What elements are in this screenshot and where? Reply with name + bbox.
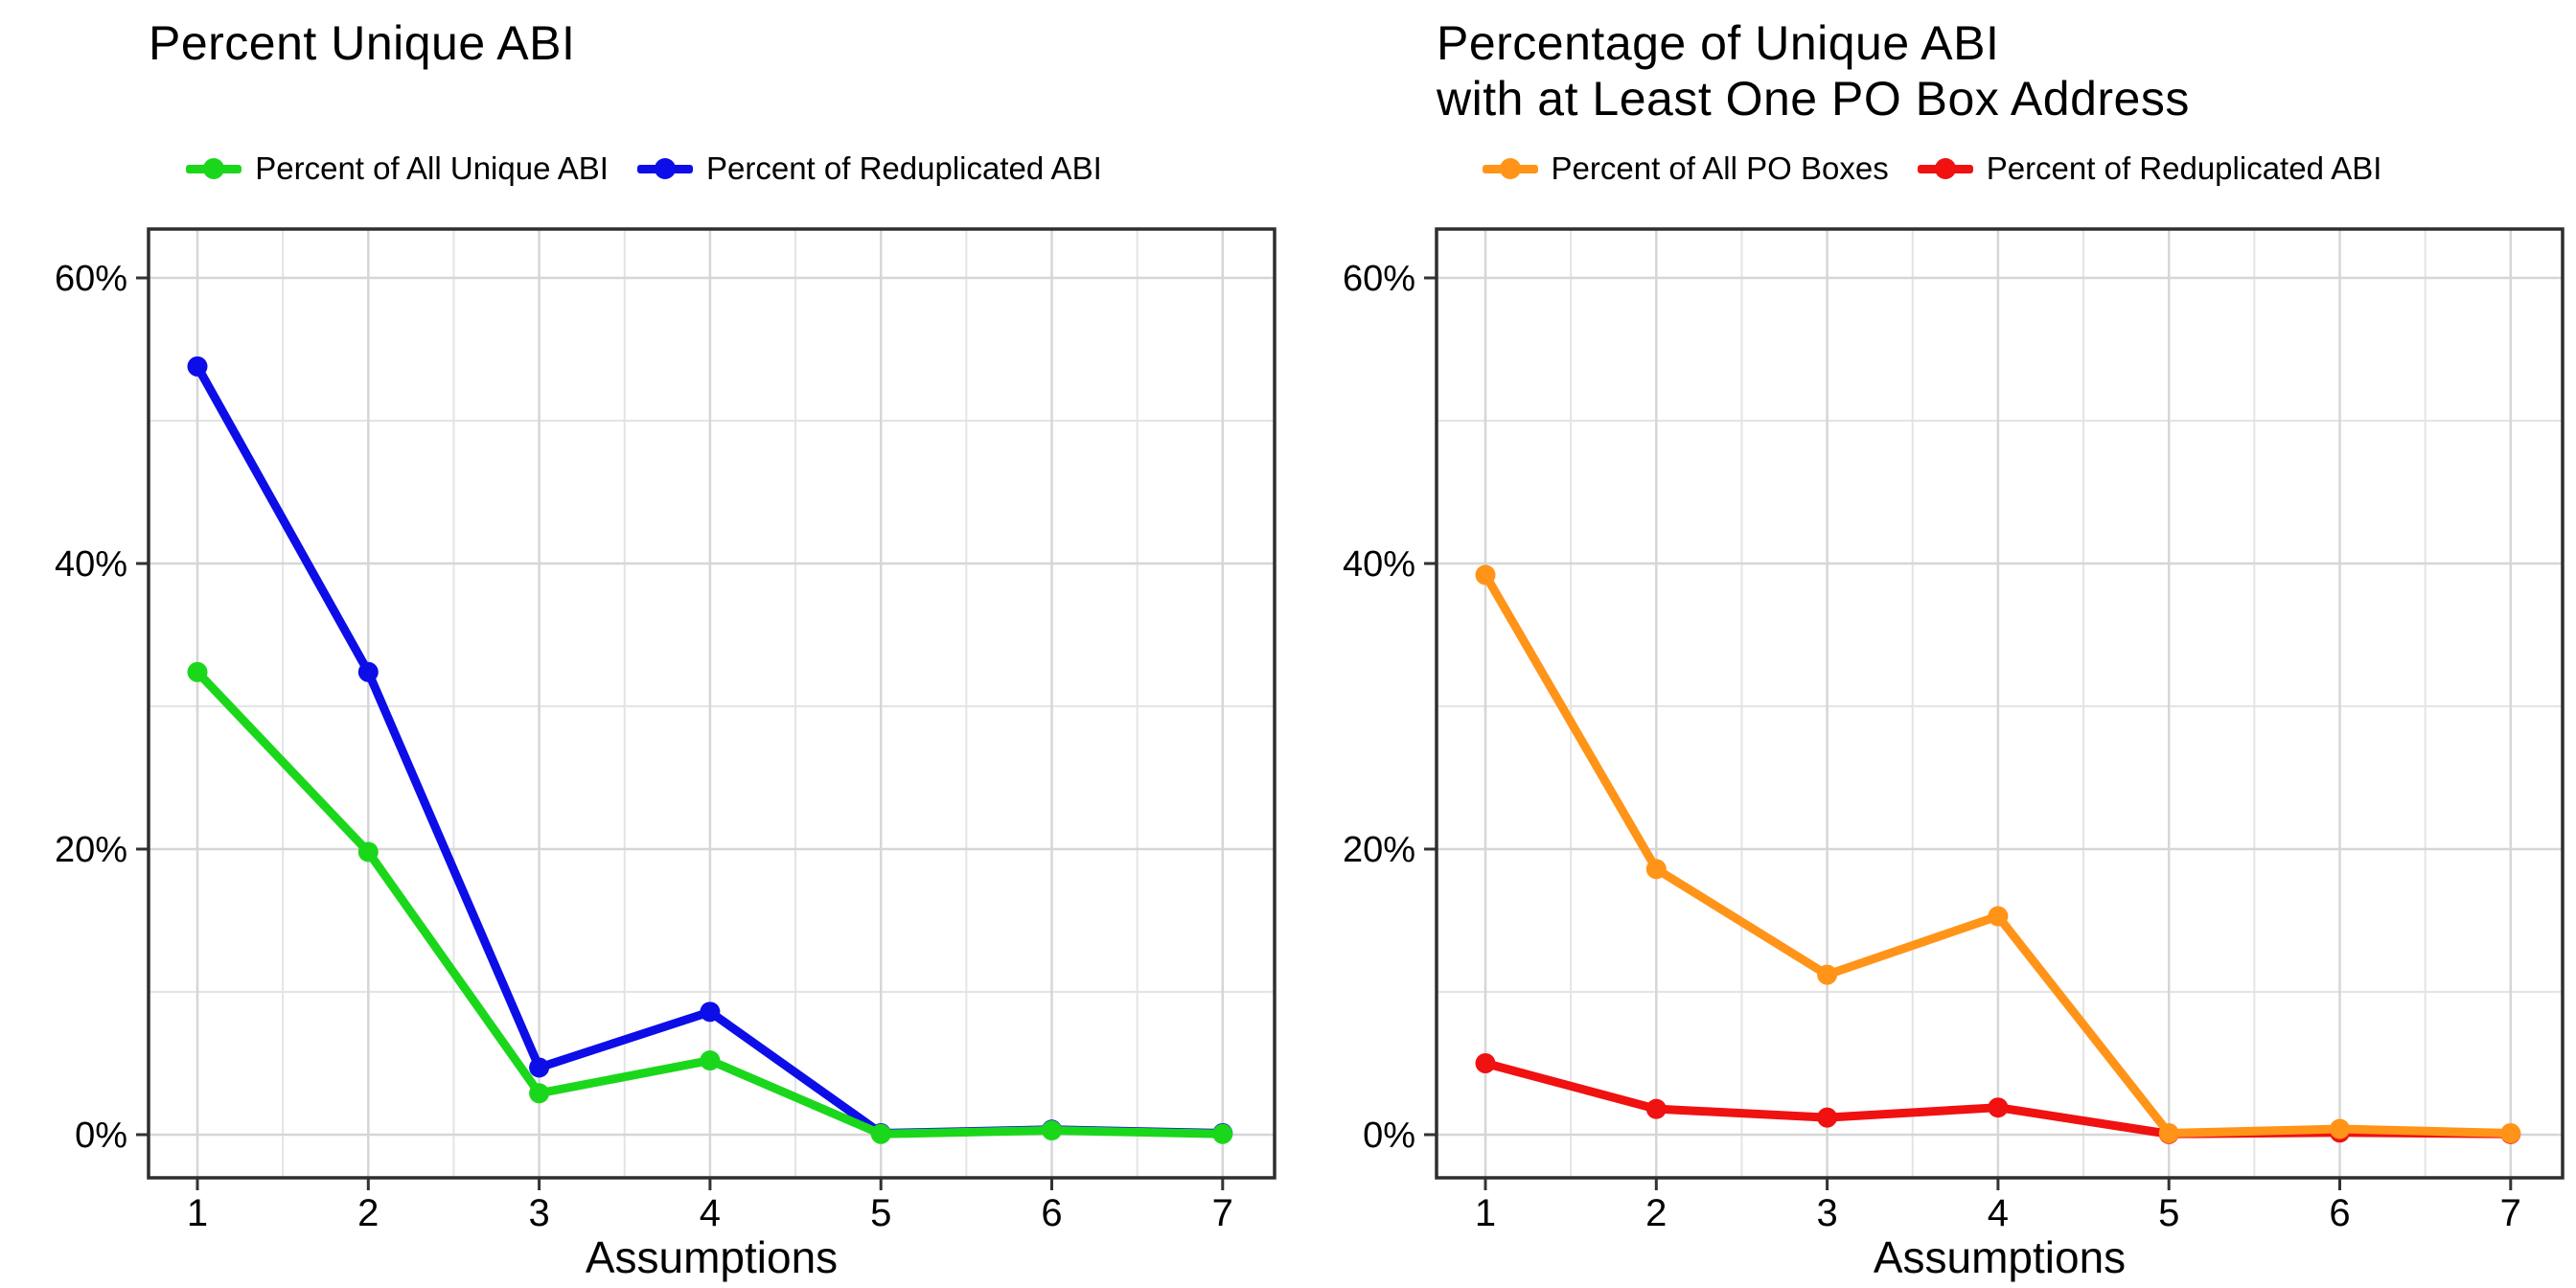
data-point	[529, 1083, 550, 1104]
data-point	[187, 661, 208, 682]
panel-border	[147, 227, 1276, 1180]
legend-label: Percent of All Unique ABI	[255, 150, 609, 186]
chart-plot: 0% 20% 40% 60% 1 2 3 4 5 6 7 Assumptions	[1343, 227, 2564, 1282]
x-tick-label: 1	[187, 1192, 208, 1234]
x-tick-label: 6	[1041, 1192, 1062, 1234]
legend-line-point-icon	[1917, 156, 1973, 181]
x-tick-label: 7	[1212, 1192, 1233, 1234]
chart-right: Percentage of Unique ABI with at Least O…	[1288, 0, 2576, 1288]
data-point	[1212, 1123, 1233, 1144]
chart-title: Percentage of Unique ABI with at Least O…	[1288, 0, 2576, 142]
data-point	[1817, 1107, 1838, 1128]
chart-title-line2: with at Least One PO Box Address	[1437, 72, 2190, 126]
chart-title: Percent Unique ABI	[0, 0, 1288, 142]
data-point	[1475, 1053, 1496, 1073]
x-tick-label: 4	[1988, 1192, 2009, 1234]
legend-item: Percent of Reduplicated ABI	[636, 150, 1102, 187]
x-tick-label: 4	[700, 1192, 721, 1234]
y-tick-label: 0%	[75, 1116, 127, 1156]
chart-legend: Percent of All Unique ABI Percent of Redu…	[0, 142, 1288, 196]
data-point	[357, 661, 379, 682]
data-point	[1988, 906, 2009, 927]
data-point	[1645, 1098, 1667, 1119]
y-tick-label: 40%	[55, 544, 127, 585]
y-tick-label: 20%	[1343, 830, 1415, 870]
data-point	[187, 356, 208, 377]
data-point	[1645, 859, 1667, 880]
legend-label: Percent of Reduplicated ABI	[705, 150, 1102, 186]
x-tick-label: 6	[2329, 1192, 2350, 1234]
legend-label: Percent of Reduplicated ABI	[1986, 150, 2382, 186]
data-point	[2158, 1123, 2179, 1144]
chart-plot: 0% 20% 40% 60% 1 2 3 4 5 6 7 Assumptions	[55, 227, 1276, 1282]
legend-line-point-icon	[1482, 156, 1538, 181]
data-point	[357, 841, 379, 862]
y-tick-label: 60%	[55, 259, 127, 299]
data-point	[1988, 1097, 2009, 1118]
legend-item: Percent of All PO Boxes	[1482, 150, 1889, 187]
x-tick-label: 5	[2158, 1192, 2179, 1234]
data-point	[2330, 1118, 2350, 1139]
panel-border	[1435, 227, 2564, 1180]
legend-line-point-icon	[186, 156, 242, 181]
data-point	[1817, 964, 1838, 985]
chart-title-line1: Percent Unique ABI	[149, 16, 576, 70]
x-tick-label: 5	[870, 1192, 891, 1234]
x-tick-label: 2	[1645, 1192, 1667, 1234]
chart-legend: Percent of All PO Boxes Percent of Redupl…	[1288, 142, 2576, 196]
x-tick-label: 7	[2500, 1192, 2521, 1234]
x-tick-label: 3	[528, 1192, 549, 1234]
legend-line-point-icon	[636, 156, 693, 181]
x-axis-title: Assumptions	[1874, 1232, 2126, 1282]
data-point	[2500, 1123, 2521, 1144]
data-point	[700, 1001, 721, 1023]
x-tick-label: 1	[1475, 1192, 1496, 1234]
chart-left: Percent Unique ABI Percent of All Unique…	[0, 0, 1288, 1282]
data-point	[870, 1123, 891, 1144]
x-tick-label: 2	[357, 1192, 379, 1234]
chart-title-line1: Percentage of Unique ABI	[1437, 16, 2000, 70]
y-tick-label: 0%	[1363, 1116, 1415, 1156]
legend-item: Percent of All Unique ABI	[186, 150, 609, 187]
x-axis-title: Assumptions	[586, 1232, 838, 1282]
data-point	[1475, 564, 1496, 586]
data-point	[529, 1057, 550, 1078]
legend-item: Percent of Reduplicated ABI	[1917, 150, 2382, 187]
data-point	[700, 1050, 721, 1071]
data-point	[1042, 1120, 1062, 1141]
y-tick-label: 20%	[55, 830, 127, 870]
plot-panel	[149, 229, 1275, 1178]
y-tick-label: 60%	[1343, 259, 1415, 299]
plot-panel	[1437, 229, 2563, 1178]
legend-label: Percent of All PO Boxes	[1551, 150, 1889, 186]
x-tick-label: 3	[1816, 1192, 1837, 1234]
y-tick-label: 40%	[1343, 544, 1415, 585]
